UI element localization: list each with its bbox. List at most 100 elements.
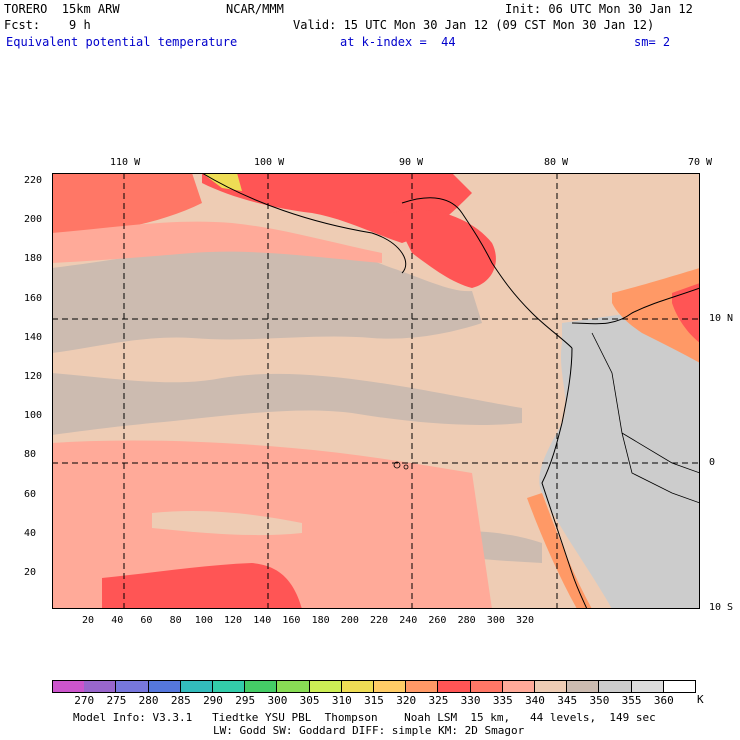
colorbar-label: 340 [525,694,545,707]
x-tick-label: 80 [169,615,182,626]
colorbar-label: 295 [235,694,256,707]
warm-north-left [52,173,202,235]
y-tick-label: 20 [24,567,37,578]
colorbar-label: 350 [589,694,610,707]
colorbar-label: 285 [170,694,191,707]
y-tick-label: 140 [24,331,43,343]
map-panel [52,173,700,609]
colorbar-unit: K [697,693,704,706]
colorbar-swatch [84,680,117,693]
colorbar-label: 310 [331,694,352,707]
hot-spot [202,173,242,191]
y-tick-label: 100 [24,410,43,422]
x-tick-label: 20 [82,615,95,626]
y-tick-label: 160 [24,292,43,304]
smoothing-label: sm= 2 [634,35,671,49]
colorbar-label: 320 [396,694,417,707]
colorbar-swatch [535,680,568,693]
colorbar-swatch [341,680,374,693]
colorbar-swatch [148,680,181,693]
grey-band-mid [52,373,522,435]
lon-label-110w: 110 W [110,157,141,168]
colorbar-label: 355 [621,694,642,707]
warm-south-band [102,563,302,609]
x-tick-label: 260 [428,615,447,626]
colorbar-swatch [631,680,664,693]
lat-label-0: 0 [709,457,716,468]
lon-label-100w: 100 W [254,157,285,168]
warm-central-america [392,209,496,288]
colorbar-swatch [309,680,342,693]
map-svg [52,173,700,609]
field-name: Equivalent potential temperature [6,35,238,49]
colorbar-swatch [180,680,213,693]
lon-label-70w: 70 W [688,157,713,168]
x-tick-label: 140 [253,615,272,626]
colorbar-swatch [245,680,278,693]
level-label: at k-index = 44 [340,35,456,49]
y-tick-label: 220 [24,175,43,186]
x-tick-label: 100 [194,615,213,626]
colorbar-label: 305 [299,694,320,707]
colorbar-label: 275 [106,694,127,707]
model-info-line2: LW: Godd SW: Goddard DIFF: simple KM: 2D… [213,724,525,737]
colorbar-label: 290 [203,694,223,707]
lat-lon-grid [52,173,700,609]
colorbar-label: 360 [653,694,674,707]
colorbar-swatch [116,680,149,693]
warm-caribbean-red [672,283,700,343]
coastline-central-america [401,197,573,349]
colorbar-swatch [52,680,86,693]
model-info-line1: Model Info: V3.3.1 Tiedtke YSU PBL Thomp… [73,711,656,724]
colorbar-swatch [438,680,471,693]
x-tick-label: 60 [140,615,153,626]
x-tick-label: 160 [282,615,301,626]
colorbar-label: 330 [460,694,481,707]
x-tick-label: 220 [370,615,389,626]
colorbar-label: 345 [557,694,578,707]
lon-label-80w: 80 W [544,157,569,168]
lat-label-10n: 10 N [709,313,734,324]
lon-label-90w: 90 W [399,157,424,168]
model-title: TORERO 15km ARW [4,2,120,16]
y-tick-label: 40 [24,527,37,539]
x-tick-label: 280 [457,615,476,626]
colorbar-swatch [213,680,246,693]
colorbar-label: 300 [267,694,288,707]
colorbar-swatch [406,680,439,693]
x-tick-label: 300 [486,615,505,626]
y-tick-label: 120 [24,371,43,382]
colorbar-swatch [567,680,600,693]
x-tick-label: 200 [340,615,359,626]
x-tick-label: 180 [311,615,330,626]
x-tick-label: 320 [516,615,535,626]
colorbar-swatch [502,680,535,693]
y-tick-label: 80 [24,449,37,461]
coastline-south-america [541,287,700,609]
init-time: Init: 06 UTC Mon 30 Jan 12 [505,2,693,16]
colorbar-label: 335 [492,694,513,707]
map-frame [52,173,700,609]
galapagos-islands-2 [403,464,409,470]
colorbar-swatch [277,680,310,693]
warm-south-pink [152,511,302,536]
colorbar-swatch [599,680,632,693]
colorbar-swatch [663,680,696,693]
warm-pacific-north [52,221,382,263]
colorbar-label: 280 [138,694,159,707]
colorbar-swatch [470,680,503,693]
colorbar-label: 325 [428,694,449,707]
organization-label: NCAR/MMM [226,2,284,16]
y-tick-label: 60 [24,488,37,500]
coastline-mexico [201,173,407,274]
galapagos-islands [393,461,401,469]
x-tick-label: 240 [399,615,418,626]
valid-time: Valid: 15 UTC Mon 30 Jan 12 (09 CST Mon … [293,18,655,32]
grey-band-north [52,240,482,353]
y-tick-label: 180 [24,253,43,265]
x-tick-label: 40 [111,615,124,626]
land-andes-warm [527,493,592,609]
colorbar-swatch [374,680,407,693]
forecast-hour: Fcst: 9 h [4,18,91,32]
colorbar-label: 270 [74,694,95,707]
